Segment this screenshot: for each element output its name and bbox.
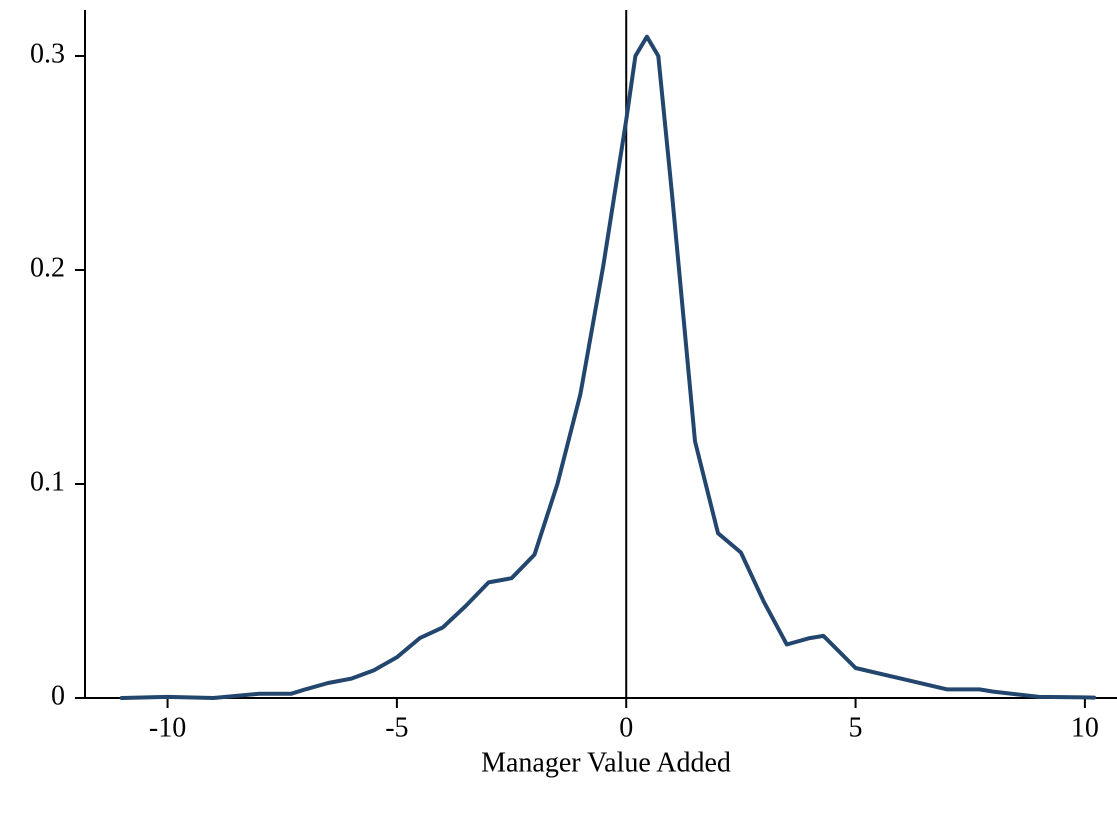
y-tick-label: 0.1 <box>30 466 65 497</box>
y-tick-label: 0 <box>51 680 65 711</box>
x-tick-label: -5 <box>385 712 408 743</box>
x-axis-label: Manager Value Added <box>481 747 731 778</box>
x-tick-label: 5 <box>849 712 863 743</box>
density-line <box>119 34 1097 700</box>
x-tick-label: 0 <box>619 712 633 743</box>
y-tick-label: 0.3 <box>30 38 65 69</box>
x-tick-label: -10 <box>149 712 186 743</box>
x-tick-label: 10 <box>1071 712 1099 743</box>
y-tick-label: 0.2 <box>30 252 65 283</box>
